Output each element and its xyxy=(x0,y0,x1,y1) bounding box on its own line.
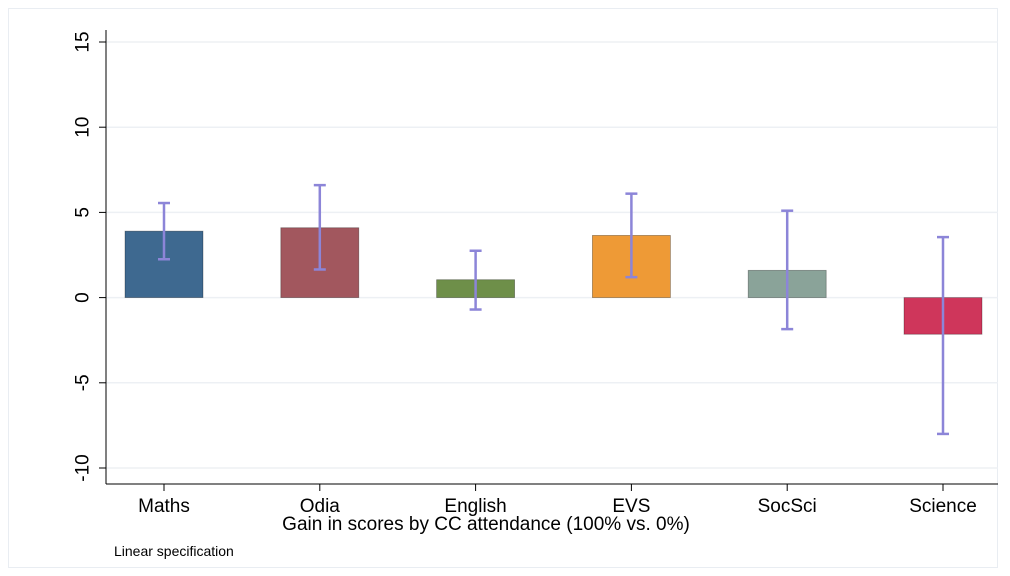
chart-note: Linear specification xyxy=(114,543,234,559)
x-tick-label-evs: EVS xyxy=(612,496,650,517)
x-tick-label-english: English xyxy=(444,496,506,517)
y-tick-label: 5 xyxy=(73,207,94,218)
labels: 15 10 5 0 -5 -10 Maths Odia English EVS SocSci Scie… xyxy=(73,31,977,517)
x-tick-label-socsci: SocSci xyxy=(758,496,817,517)
x-tick-label-maths: Maths xyxy=(138,496,190,517)
gridlines xyxy=(106,41,998,469)
error-bars xyxy=(158,183,949,436)
axes xyxy=(99,30,998,491)
y-tick-label: 0 xyxy=(73,292,94,303)
y-tick-label: -10 xyxy=(73,454,94,481)
plot-border xyxy=(8,8,998,568)
y-tick-label: 15 xyxy=(73,31,94,52)
bars xyxy=(124,227,983,335)
x-tick-label-odia: Odia xyxy=(300,496,341,517)
y-tick-label: -5 xyxy=(73,374,94,391)
x-axis-title: Gain in scores by CC attendance (100% vs… xyxy=(282,514,690,535)
x-tick-label-science: Science xyxy=(909,496,977,517)
y-tick-label: 10 xyxy=(73,117,94,138)
